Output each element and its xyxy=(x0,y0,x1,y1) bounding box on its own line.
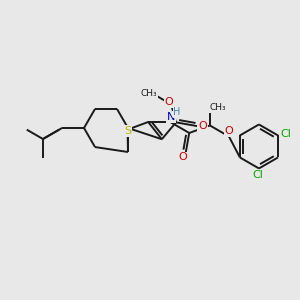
Text: S: S xyxy=(124,126,131,136)
Text: Cl: Cl xyxy=(253,170,263,181)
Text: O: O xyxy=(178,152,187,163)
Text: H: H xyxy=(173,107,181,117)
Text: N: N xyxy=(167,112,176,122)
Text: O: O xyxy=(198,121,207,131)
Text: CH₃: CH₃ xyxy=(141,89,157,98)
Text: O: O xyxy=(165,97,173,107)
Text: Cl: Cl xyxy=(280,130,291,140)
Text: CH₃: CH₃ xyxy=(210,103,226,112)
Text: O: O xyxy=(225,127,233,136)
